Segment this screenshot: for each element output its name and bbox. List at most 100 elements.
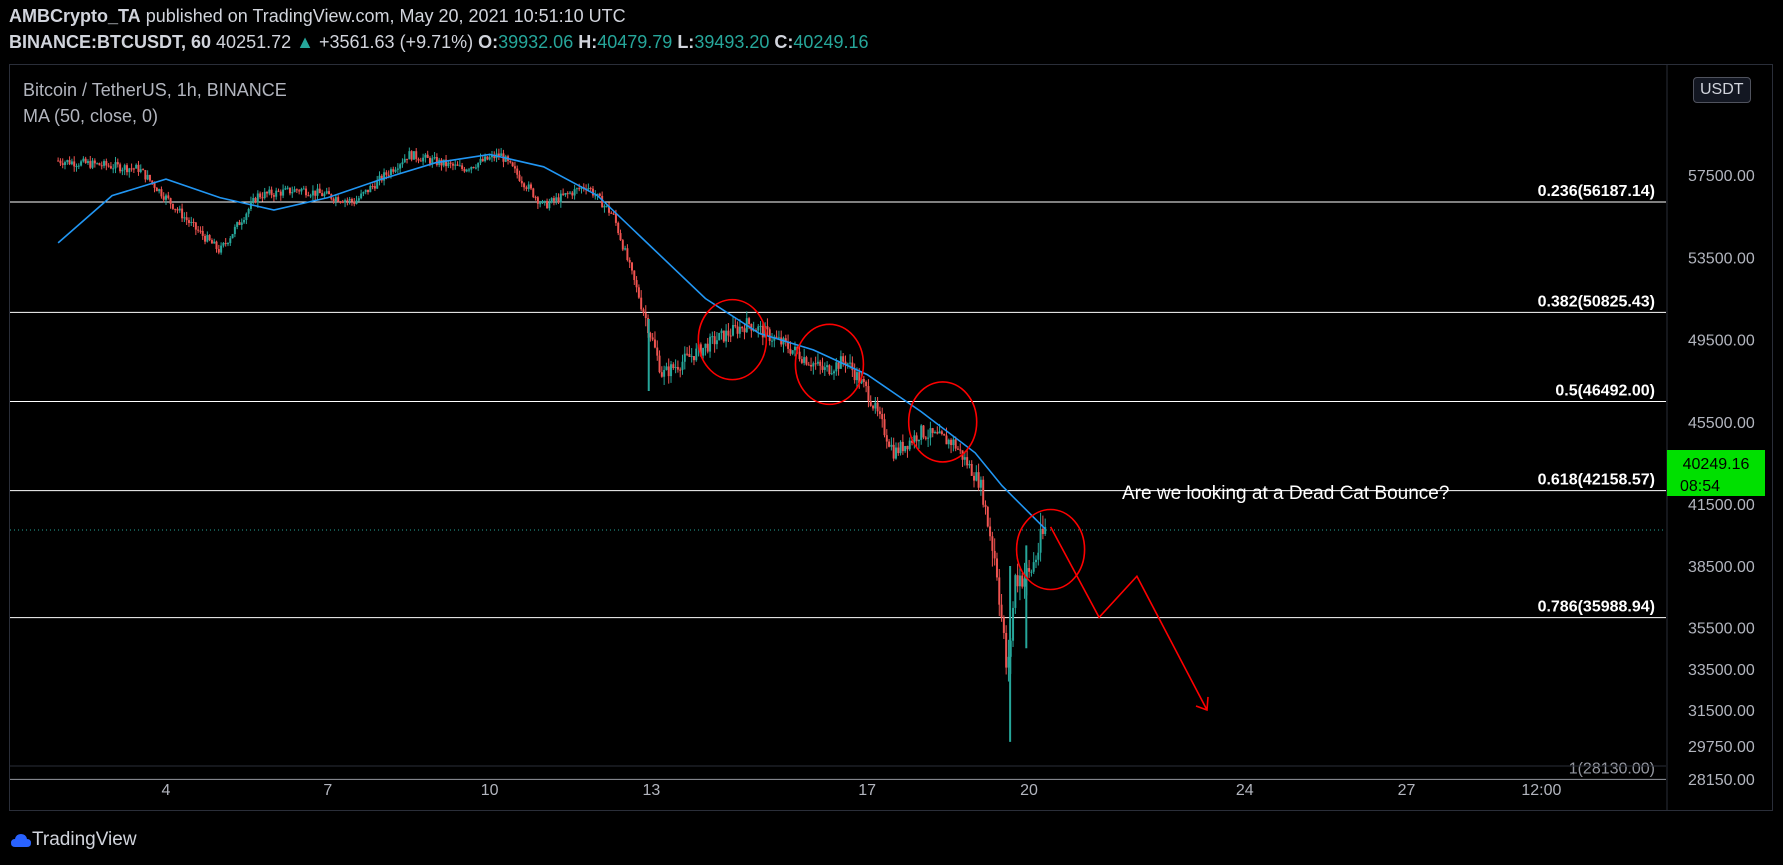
candle-body: [484, 156, 487, 162]
candle-body: [116, 162, 119, 165]
candle-body: [236, 222, 239, 227]
candle-body: [98, 163, 101, 166]
candle-body: [555, 197, 558, 201]
candle-body: [341, 201, 344, 203]
candle-body: [867, 386, 870, 401]
cloud-icon: [11, 834, 31, 847]
candle-body: [139, 169, 142, 172]
candle-body: [853, 370, 856, 381]
candle-body: [226, 243, 229, 245]
candle-body: [936, 432, 939, 434]
candle-body: [472, 167, 475, 169]
candle-body: [174, 208, 177, 210]
candle-body: [1039, 528, 1042, 553]
candle-body: [383, 172, 386, 181]
candle-body: [360, 193, 363, 199]
candle-body: [373, 186, 376, 189]
candle-body: [417, 158, 420, 161]
fib-label: 0.786(35988.94): [1538, 599, 1655, 616]
highlight-circle[interactable]: [697, 298, 768, 381]
candle-body: [1023, 578, 1026, 587]
candle-body: [706, 343, 709, 352]
chart-legend-title[interactable]: Bitcoin / TetherUS, 1h, BINANCE: [23, 80, 287, 100]
y-tick-label: 31500.00: [1688, 703, 1755, 720]
candle-body: [775, 336, 778, 338]
candle-body: [789, 348, 792, 354]
candle-body: [238, 222, 241, 225]
candle-body: [518, 174, 521, 181]
candle-body: [344, 200, 347, 203]
candle-body: [488, 157, 491, 160]
candle-body: [449, 162, 452, 164]
candle-body: [927, 437, 930, 439]
candle-body: [107, 165, 110, 167]
candle-body: [183, 217, 186, 219]
candle-body: [642, 309, 645, 314]
candle-body: [516, 168, 519, 175]
candle-body: [624, 248, 627, 250]
candle-body: [243, 220, 246, 223]
candle-body: [268, 189, 271, 194]
projection-path[interactable]: [1049, 526, 1208, 711]
candle-body: [153, 183, 156, 188]
candle-body: [93, 160, 96, 164]
candle-body: [784, 338, 787, 342]
ma-legend[interactable]: MA (50, close, 0): [23, 106, 159, 126]
candle-body: [504, 156, 507, 162]
candle-body: [826, 365, 829, 368]
candle-body: [649, 333, 652, 338]
candle-body: [628, 260, 631, 263]
candle-body: [403, 158, 406, 163]
candle-body: [158, 189, 161, 192]
candle-body: [399, 164, 402, 169]
candle-body: [670, 364, 673, 377]
candle-body: [640, 297, 643, 310]
candle-body: [500, 153, 503, 156]
x-tick-label: 20: [1020, 782, 1038, 799]
x-tick-label: 10: [481, 782, 499, 799]
candle-body: [1014, 575, 1017, 608]
candle-body: [644, 313, 647, 318]
y-tick-label: 53500.00: [1688, 250, 1755, 267]
candle-body: [412, 151, 415, 160]
candle-body: [686, 353, 689, 355]
candle-body: [986, 507, 989, 527]
candle-body: [389, 169, 392, 176]
candle-body: [924, 437, 927, 439]
candle-body: [872, 405, 875, 409]
candle-body: [148, 174, 151, 181]
candle-body: [653, 339, 656, 348]
highlight-circle[interactable]: [907, 381, 978, 463]
candle-body: [240, 222, 243, 225]
candle-body: [91, 160, 94, 168]
candle-body: [807, 364, 810, 366]
candle-body: [844, 361, 847, 365]
candle-body: [816, 361, 819, 364]
candle-body: [832, 371, 835, 374]
candle-body: [876, 402, 879, 412]
candle-body: [220, 245, 223, 253]
candle-body: [222, 242, 225, 246]
candle-body: [305, 188, 308, 196]
candle-body: [713, 336, 716, 345]
candle-body: [332, 198, 335, 202]
candle-body: [109, 166, 112, 169]
highlight-circle[interactable]: [1015, 508, 1086, 591]
currency-unit-button[interactable]: USDT: [1693, 77, 1751, 103]
highlight-circle[interactable]: [794, 323, 865, 406]
candle-body: [435, 156, 438, 165]
candle-body: [704, 343, 707, 348]
candle-body: [890, 444, 893, 447]
annotation-text: Are we looking at a Dead Cat Bounce?: [1122, 483, 1449, 504]
candle-body: [394, 169, 397, 172]
candle-body: [564, 193, 567, 195]
candle-body: [486, 156, 489, 160]
candle-body: [888, 441, 891, 447]
candle-body: [605, 205, 608, 207]
candle-body: [367, 189, 370, 193]
candle-body: [950, 439, 953, 446]
author-name[interactable]: AMBCrypto_TA: [9, 6, 141, 26]
candle-body: [1044, 527, 1047, 534]
candle-body: [793, 346, 796, 351]
